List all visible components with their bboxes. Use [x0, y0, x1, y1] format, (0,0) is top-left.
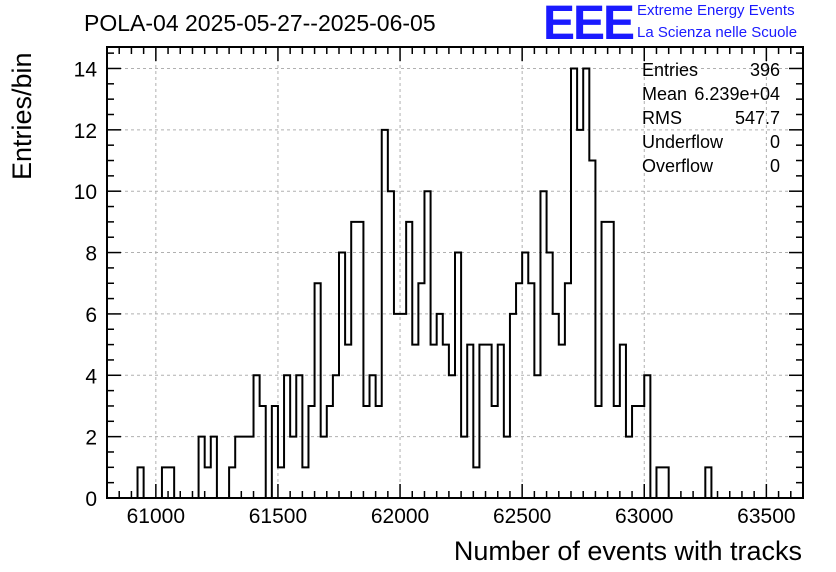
y-tick-label: 2: [85, 427, 97, 450]
x-tick-label: 62500: [493, 505, 551, 528]
y-axis-label: Entries/bin: [7, 52, 37, 180]
y-axis-label-wrap: Entries/bin: [7, 52, 39, 330]
stats-rms-label: RMS: [642, 108, 682, 128]
logo-tagline-1: Extreme Energy Events: [637, 2, 795, 19]
plot-frame: [106, 46, 804, 499]
stats-overflow-label: Overflow: [642, 156, 714, 176]
x-axis: 61000 61500 62000 62500 63000 63500: [106, 47, 804, 528]
y-tick-label: 6: [85, 304, 97, 327]
stats-rms-value: 547.7: [734, 108, 780, 128]
stats-mean-value: 6.239e+04: [694, 84, 780, 104]
stats-underflow-value: 0: [769, 132, 780, 152]
x-tick-label: 61000: [127, 505, 185, 528]
stats-rms: RMS 547.7: [642, 106, 780, 130]
logo-tagline-2: La Scienza nelle Scuole: [637, 24, 798, 41]
histogram-series: [107, 67, 742, 499]
stats-overflow: Overflow 0: [642, 154, 780, 178]
y-tick-label: 14: [74, 58, 98, 81]
x-axis-label: Number of events with tracks: [453, 536, 802, 566]
stats-overflow-value: 0: [769, 156, 780, 176]
stats-entries-label: Entries: [642, 60, 699, 80]
y-tick-label: 10: [74, 181, 97, 204]
stats-box: Entries 396 Mean 6.239e+04 RMS 547.7 Und…: [642, 58, 780, 178]
x-tick-label: 61500: [249, 505, 307, 528]
y-tick-label: 12: [74, 120, 97, 143]
y-tick-label: 0: [85, 488, 97, 511]
stats-entries: Entries 396: [642, 58, 780, 82]
stats-underflow-label: Underflow: [642, 132, 724, 152]
eee-logo: EEE: [543, 0, 635, 50]
y-axis: 0 2 4 6 8 10 12 14: [74, 52, 803, 511]
chart-title: POLA-04 2025-05-27--2025-06-05: [84, 10, 436, 36]
x-tick-label: 63500: [737, 505, 795, 528]
y-tick-label: 8: [85, 243, 97, 266]
stats-mean-label: Mean: [642, 84, 688, 104]
x-tick-label: 62000: [371, 505, 429, 528]
stats-mean: Mean 6.239e+04: [642, 82, 780, 106]
stats-entries-value: 396: [749, 60, 780, 80]
stats-underflow: Underflow 0: [642, 130, 780, 154]
x-tick-label: 63000: [615, 505, 673, 528]
y-tick-label: 4: [85, 365, 97, 388]
